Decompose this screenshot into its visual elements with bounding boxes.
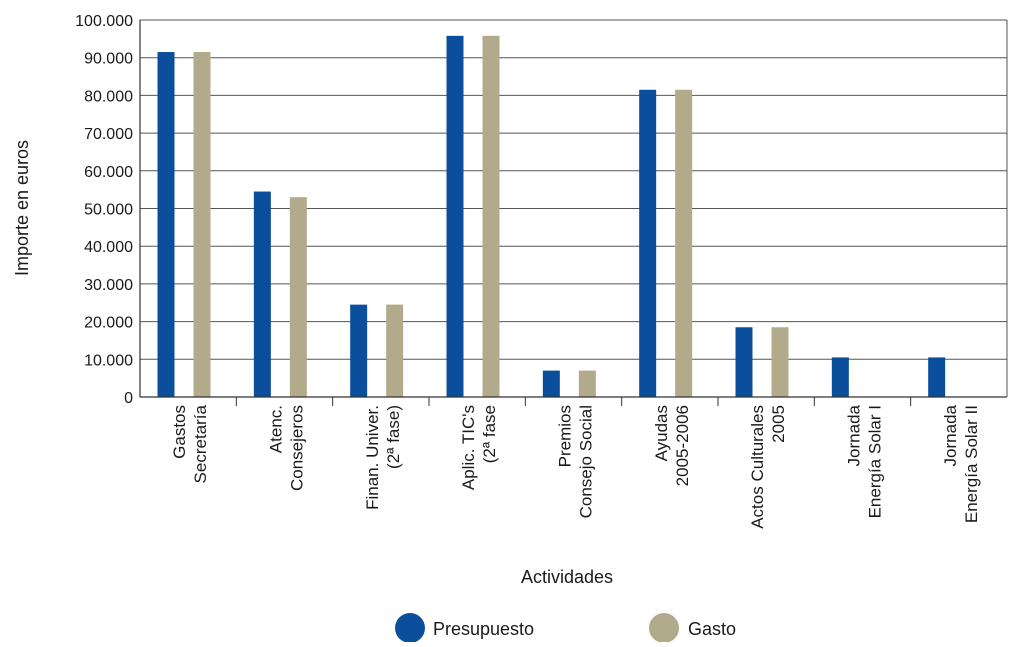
y-tick-label: 30.000 <box>84 277 133 294</box>
x-tick-label-line: Premios <box>556 405 575 467</box>
x-tick-label: Ayudas 2005-2006 <box>652 405 692 486</box>
bar-presupuesto <box>639 89 657 398</box>
bars-layer <box>157 35 946 398</box>
x-tick-label-line: Jornada <box>941 404 960 466</box>
x-axis-title: Actividades <box>521 567 613 587</box>
bar-presupuesto <box>542 370 560 397</box>
y-tick-label: 50.000 <box>84 202 133 219</box>
y-tick-label: 60.000 <box>84 164 133 181</box>
y-tick-label: 90.000 <box>84 51 133 68</box>
bar-presupuesto <box>928 357 946 397</box>
bar-gasto <box>193 52 211 398</box>
bar-gasto <box>675 89 693 398</box>
axis-layer: 0 10.000 20.000 30.000 40.000 50.000 60.000 70.… <box>75 13 1008 529</box>
x-tick-label-line: (2ª fase <box>480 405 499 463</box>
bar-presupuesto <box>446 35 464 398</box>
x-tick-label-line: Energía Solar I <box>866 405 885 518</box>
x-tick-label-line: Finan. Univer. <box>363 405 382 510</box>
x-tick-label-line: 2005-2006 <box>673 405 692 486</box>
y-tick-label: 20.000 <box>84 315 133 332</box>
bar-gasto <box>578 370 596 397</box>
x-tick-label: Actos Culturales 2005 <box>748 405 788 529</box>
x-tick-label-line: Consejeros <box>288 405 307 491</box>
x-tick-label: Finan. Univer. (2ª fase) <box>363 405 403 510</box>
legend-label-presupuesto: Presupuesto <box>433 619 534 639</box>
bar-presupuesto <box>735 327 753 397</box>
grid-layer <box>140 19 1007 360</box>
x-tick-label-line: Gastos <box>170 405 189 459</box>
bar-gasto <box>386 304 404 397</box>
legend-swatch-gasto <box>649 613 679 643</box>
x-tick-label: Aplic. TIC's (2ª fase <box>459 405 499 490</box>
bar-gasto <box>289 197 307 397</box>
bar-presupuesto <box>253 191 271 397</box>
bar-gasto <box>771 327 789 397</box>
x-tick-label-line: Energía Solar II <box>962 405 981 523</box>
x-tick-label: Jornada Energía Solar I <box>845 404 885 518</box>
x-tick-label: Gastos Secretaría <box>170 404 210 483</box>
x-tick-label-line: Secretaría <box>191 404 210 483</box>
x-tick-label-line: 2005 <box>769 405 788 443</box>
y-tick-label: 80.000 <box>84 88 133 105</box>
legend: Presupuesto Gasto <box>395 613 736 643</box>
bar-presupuesto <box>831 357 849 397</box>
x-tick-label-line: (2ª fase) <box>384 405 403 469</box>
y-tick-label: 100.000 <box>75 13 133 30</box>
bar-presupuesto <box>350 304 368 397</box>
legend-label-gasto: Gasto <box>688 619 736 639</box>
x-tick-label: Jornada Energía Solar II <box>941 404 981 523</box>
x-tick-label-line: Atenc. <box>267 405 286 453</box>
x-tick-label-line: Actos Culturales <box>748 405 767 529</box>
x-tick-label: Premios Consejo Social <box>556 405 596 518</box>
y-axis-title: Importe en euros <box>12 140 32 276</box>
x-tick-label-line: Jornada <box>845 404 864 466</box>
x-tick-label-line: Ayudas <box>652 405 671 461</box>
x-tick-label-line: Aplic. TIC's <box>459 405 478 490</box>
y-tick-label: 0 <box>124 390 133 407</box>
x-tick-label: Atenc. Consejeros <box>267 405 307 491</box>
y-tick-label: 10.000 <box>84 352 133 369</box>
bar-gasto <box>482 35 500 398</box>
y-tick-label: 40.000 <box>84 239 133 256</box>
legend-swatch-presupuesto <box>395 613 425 643</box>
x-tick-label-line: Consejo Social <box>577 405 596 518</box>
y-tick-label: 70.000 <box>84 126 133 143</box>
bar-presupuesto <box>157 52 175 398</box>
